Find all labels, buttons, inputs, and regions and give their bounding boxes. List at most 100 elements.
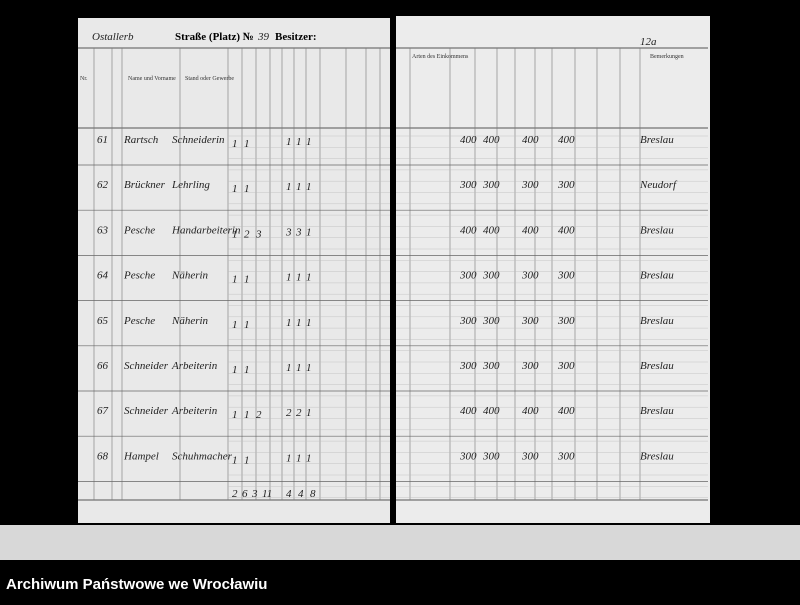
count-entry: 1 — [244, 319, 250, 331]
occupation: Arbeiterin — [171, 405, 218, 417]
count-entry: 1 — [244, 274, 250, 286]
mark-entry: 3 — [285, 226, 292, 238]
amount: 400 — [483, 224, 500, 236]
total: 11 — [262, 488, 272, 500]
count-entry: 1 — [244, 183, 250, 195]
amount: 400 — [460, 405, 477, 417]
amount: 300 — [459, 315, 477, 327]
column-header: Bemerkungen — [650, 54, 684, 60]
column-header: Nr. — [80, 76, 88, 82]
row-number: 67 — [97, 405, 109, 417]
remark: Breslau — [640, 270, 674, 282]
count-entry: 1 — [232, 274, 238, 286]
mark-entry: 1 — [286, 317, 292, 329]
total: 8 — [310, 488, 316, 500]
mark-entry: 1 — [306, 362, 312, 374]
person-name: Pesche — [123, 270, 155, 282]
row-number: 64 — [97, 270, 109, 282]
amount: 300 — [557, 179, 575, 191]
mark-entry: 1 — [286, 452, 292, 464]
occupation: Näherin — [171, 270, 209, 282]
count-entry: 1 — [232, 228, 238, 240]
count-entry: 1 — [232, 138, 238, 150]
street-number: 39 — [257, 31, 270, 43]
left-mark: Ostallerb — [92, 31, 134, 43]
mark-entry: 1 — [296, 136, 302, 148]
amount: 300 — [482, 315, 500, 327]
column-header: Arten des Einkommens — [412, 54, 469, 60]
row-number: 62 — [97, 179, 109, 191]
amount: 400 — [483, 134, 500, 146]
mark-entry: 2 — [286, 407, 292, 419]
mark-entry: 1 — [306, 226, 312, 238]
mark-entry: 1 — [286, 181, 292, 193]
occupation: Schuhmacher — [172, 450, 233, 462]
amount: 400 — [522, 405, 539, 417]
amount: 300 — [482, 450, 500, 462]
amount: 400 — [558, 134, 575, 146]
mark-entry: 1 — [306, 452, 312, 464]
total: 4 — [286, 488, 292, 500]
count-entry: 2 — [244, 228, 250, 240]
remark: Breslau — [640, 450, 674, 462]
mark-entry: 2 — [296, 407, 302, 419]
mark-entry: 1 — [306, 407, 312, 419]
count-entry: 1 — [232, 409, 238, 421]
amount: 300 — [557, 315, 575, 327]
mark-entry: 1 — [296, 452, 302, 464]
amount: 400 — [460, 224, 477, 236]
occupation: Handarbeiterin — [171, 224, 241, 236]
amount: 300 — [459, 270, 477, 282]
person-name: Pesche — [123, 315, 155, 327]
amount: 400 — [558, 224, 575, 236]
count-entry: 2 — [256, 409, 262, 421]
amount: 300 — [521, 450, 539, 462]
row-number: 61 — [97, 134, 108, 146]
amount: 300 — [521, 270, 539, 282]
scanner-bed — [0, 525, 800, 560]
left-page — [78, 18, 390, 523]
mark-entry: 1 — [286, 362, 292, 374]
mark-entry: 1 — [306, 181, 312, 193]
remark: Breslau — [640, 315, 674, 327]
column-header: Stand oder Gewerbe — [185, 76, 234, 82]
total: 4 — [298, 488, 304, 500]
column-header: Name und Vorname — [128, 76, 176, 82]
archive-caption: Archiwum Państwowe we Wrocławiu — [6, 576, 268, 593]
mark-entry: 1 — [306, 136, 312, 148]
street-label: Straße (Platz) № — [175, 31, 254, 43]
owner-label: Besitzer: — [275, 31, 317, 43]
amount: 400 — [460, 134, 477, 146]
remark: Breslau — [640, 224, 674, 236]
amount: 300 — [557, 450, 575, 462]
amount: 300 — [482, 270, 500, 282]
amount: 400 — [558, 405, 575, 417]
occupation: Arbeiterin — [171, 360, 218, 372]
count-entry: 1 — [244, 409, 250, 421]
amount: 300 — [482, 179, 500, 191]
amount: 300 — [557, 270, 575, 282]
amount: 300 — [521, 315, 539, 327]
amount: 300 — [459, 450, 477, 462]
total: 2 — [232, 488, 238, 500]
person-name: Brückner — [124, 179, 166, 191]
mark-entry: 1 — [286, 136, 292, 148]
count-entry: 1 — [244, 364, 250, 376]
amount: 400 — [483, 405, 500, 417]
mark-entry: 1 — [296, 317, 302, 329]
mark-entry: 1 — [286, 272, 292, 284]
mark-entry: 1 — [296, 272, 302, 284]
amount: 300 — [459, 179, 477, 191]
person-name: Schneider — [124, 405, 169, 417]
count-entry: 1 — [232, 319, 238, 331]
amount: 400 — [522, 134, 539, 146]
mark-entry: 1 — [296, 362, 302, 374]
row-number: 65 — [97, 315, 109, 327]
person-name: Schneider — [124, 360, 169, 372]
right-page — [396, 16, 710, 523]
total: 3 — [251, 488, 258, 500]
amount: 300 — [459, 360, 477, 372]
person-name: Hampel — [123, 450, 159, 462]
remark: Breslau — [640, 360, 674, 372]
count-entry: 1 — [244, 454, 250, 466]
